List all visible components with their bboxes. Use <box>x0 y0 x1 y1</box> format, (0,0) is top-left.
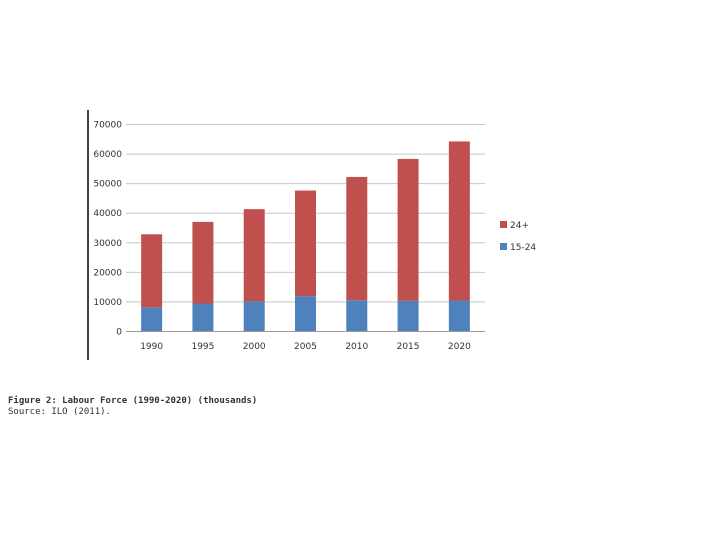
bar-24-2000 <box>243 209 265 302</box>
bar-1524-1995 <box>192 303 214 331</box>
y-tick-label: 20000 <box>93 268 122 278</box>
y-tick-label: 60000 <box>93 150 122 160</box>
bar-24-1995 <box>192 221 214 304</box>
legend-swatch <box>500 221 507 228</box>
bar-1524-2000 <box>243 301 265 331</box>
bar-24-2010 <box>346 176 368 301</box>
legend-label: 24+ <box>510 221 529 231</box>
bar-1524-1990 <box>141 307 163 331</box>
legend-swatch <box>500 243 507 250</box>
x-tick-label: 1995 <box>191 342 214 352</box>
bar-1524-2020 <box>448 300 470 331</box>
labour-force-chart: 0 10000 20000 30000 40000 50000 60000 70000 1990… <box>87 110 536 360</box>
caption-source: Source: ILO (2011). <box>8 407 111 417</box>
legend-label: 15-24 <box>510 243 536 253</box>
y-tick-label: 0 <box>116 328 122 338</box>
bar-24-2015 <box>397 158 419 301</box>
caption-title: Figure 2: Labour Force (1990-2020) (thou… <box>8 396 258 406</box>
figure-caption: Figure 2: Labour Force (1990-2020) (thou… <box>8 396 257 418</box>
x-tick-label: 2015 <box>397 342 420 352</box>
y-tick-label: 30000 <box>93 239 122 249</box>
chart-frame: 0 10000 20000 30000 40000 50000 60000 70000 1990… <box>87 110 547 360</box>
y-tick-label: 50000 <box>93 180 122 190</box>
x-tick-label: 2000 <box>243 342 266 352</box>
x-tick-label: 2010 <box>345 342 368 352</box>
y-tick-label: 40000 <box>93 209 122 219</box>
bar-24-2005 <box>295 190 316 297</box>
x-tick-label: 1990 <box>140 342 163 352</box>
bar-1524-2010 <box>346 300 368 331</box>
y-tick-label: 10000 <box>93 298 122 308</box>
bar-1524-2005 <box>295 296 316 331</box>
bar-24-2020 <box>448 141 470 301</box>
x-tick-label: 2020 <box>448 342 471 352</box>
y-tick-label: 70000 <box>93 121 122 131</box>
bar-24-1990 <box>141 234 163 308</box>
bar-1524-2015 <box>397 300 419 331</box>
x-tick-label: 2005 <box>294 342 317 352</box>
